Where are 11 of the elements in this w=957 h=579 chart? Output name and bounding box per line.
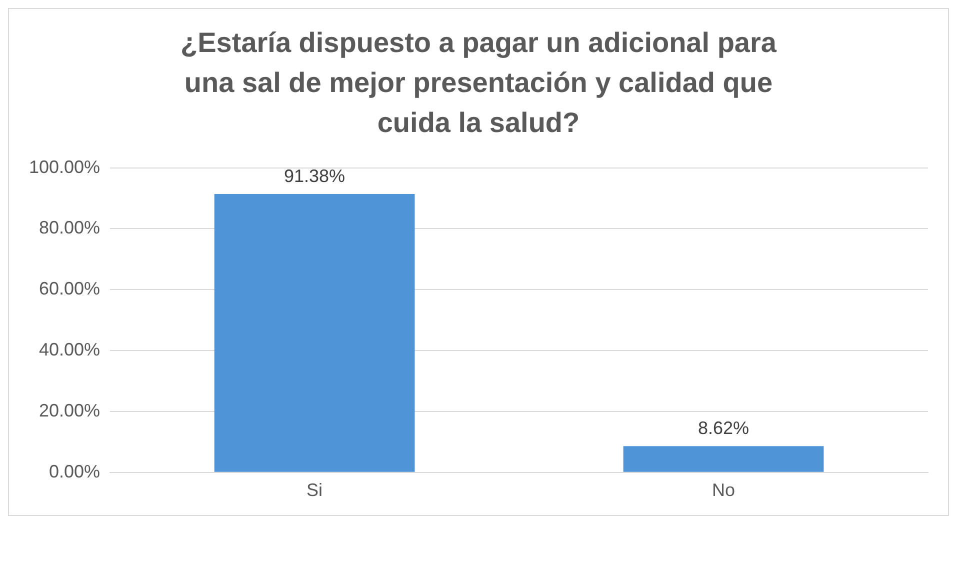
data-label: 8.62% xyxy=(698,418,750,438)
y-tick-label: 100.00% xyxy=(28,156,100,177)
y-tick-label: 20.00% xyxy=(38,400,100,420)
y-tick-label: 80.00% xyxy=(38,218,100,238)
x-tick-label: No xyxy=(712,480,736,500)
y-tick-label: 40.00% xyxy=(38,340,100,360)
y-tick-label: 0.00% xyxy=(49,461,100,482)
chart-title: ¿Estaría dispuesto a pagar un adicional para una sal de mejor presentación y calidad que cuida la salud? xyxy=(180,26,778,140)
data-label: 91.38% xyxy=(284,166,346,186)
y-tick-label: 60.00% xyxy=(38,278,100,299)
x-tick-label: Si xyxy=(306,480,323,500)
